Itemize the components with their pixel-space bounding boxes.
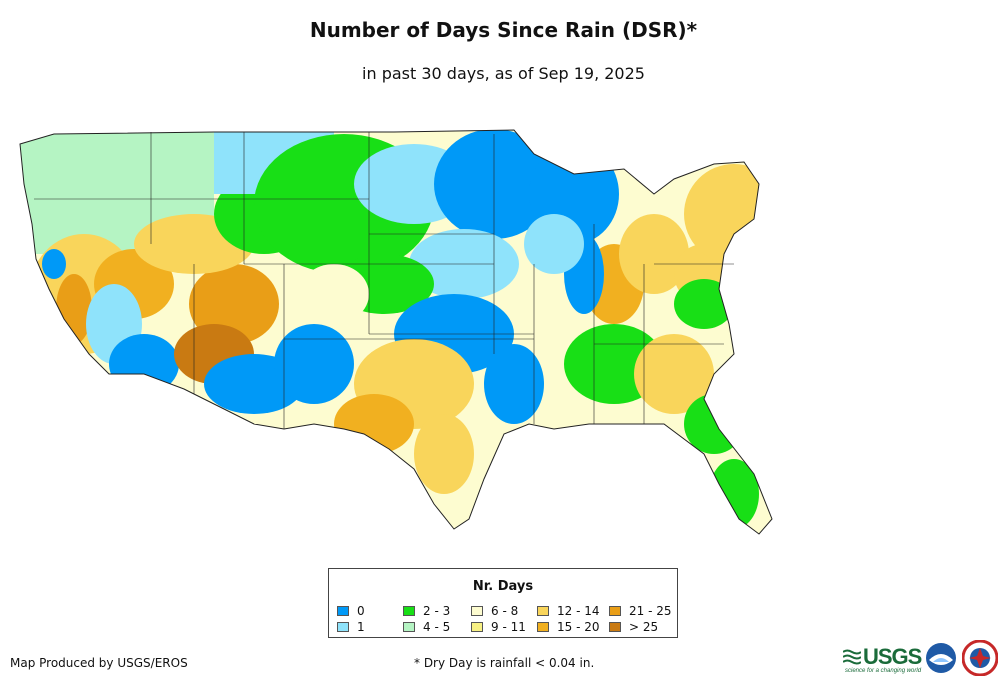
us-outline xyxy=(19,129,773,535)
legend: Nr. Days 0 1 2 - 3 4 - 5 6 - 8 9 - 11 12… xyxy=(328,568,678,638)
noaa-seal-icon xyxy=(926,643,956,673)
legend-item-3: 4 - 5 xyxy=(403,621,450,633)
legend-swatch-0 xyxy=(337,606,349,616)
legend-swatch-2 xyxy=(403,606,415,616)
legend-label-2: 2 - 3 xyxy=(423,604,451,618)
usgs-logo: USGS xyxy=(843,644,922,669)
legend-label-0: 0 xyxy=(357,604,365,618)
legend-label-4: 6 - 8 xyxy=(491,604,519,618)
legend-item-2: 2 - 3 xyxy=(403,605,450,617)
state-borders xyxy=(34,132,734,429)
legend-item-5: 9 - 11 xyxy=(471,621,526,633)
legend-item-9: > 25 xyxy=(609,621,658,633)
legend-swatch-5 xyxy=(471,622,483,632)
legend-swatch-3 xyxy=(403,622,415,632)
legend-item-1: 1 xyxy=(337,621,365,633)
legend-swatch-6 xyxy=(537,606,549,616)
legend-label-3: 4 - 5 xyxy=(423,620,451,634)
legend-label-9: > 25 xyxy=(629,620,659,634)
usgs-tagline: science for a changing world xyxy=(845,668,922,674)
legend-item-8: 21 - 25 xyxy=(609,605,672,617)
usgs-logo-text: USGS xyxy=(863,644,922,669)
nws-seal-icon xyxy=(962,640,998,676)
legend-swatch-8 xyxy=(609,606,621,616)
legend-label-1: 1 xyxy=(357,620,365,634)
legend-item-6: 12 - 14 xyxy=(537,605,600,617)
map-subtitle: in past 30 days, as of Sep 19, 2025 xyxy=(362,64,645,83)
legend-label-6: 12 - 14 xyxy=(557,604,600,618)
legend-item-4: 6 - 8 xyxy=(471,605,518,617)
legend-swatch-1 xyxy=(337,622,349,632)
map-title: Number of Days Since Rain (DSR)* xyxy=(309,18,698,42)
legend-label-8: 21 - 25 xyxy=(629,604,672,618)
legend-label-7: 15 - 20 xyxy=(557,620,600,634)
legend-item-7: 15 - 20 xyxy=(537,621,600,633)
legend-label-5: 9 - 11 xyxy=(491,620,526,634)
us-dsr-map xyxy=(19,129,773,535)
legend-item-0: 0 xyxy=(337,605,365,617)
legend-swatch-9 xyxy=(609,622,621,632)
legend-swatch-7 xyxy=(537,622,549,632)
usgs-wave-icon xyxy=(843,649,861,665)
credit-text: Map Produced by USGS/EROS xyxy=(10,656,188,670)
legend-swatch-4 xyxy=(471,606,483,616)
legend-title: Nr. Days xyxy=(472,579,534,594)
footnote-text: * Dry Day is rainfall < 0.04 in. xyxy=(414,656,595,670)
